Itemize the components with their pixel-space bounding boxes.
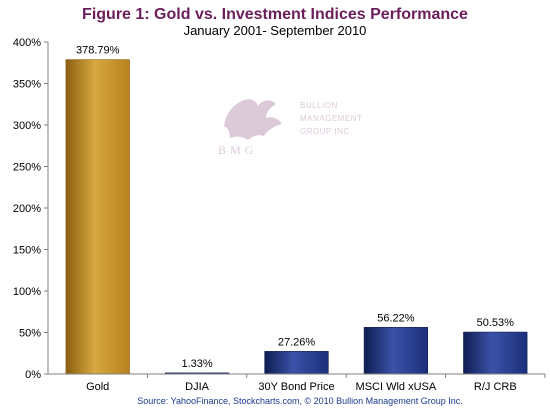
chart-title: Figure 1: Gold vs. Investment Indices Pe… (82, 6, 468, 23)
watermark-logo: BMG BULLION MANAGEMENT GROUP INC. (218, 99, 362, 157)
y-tick-label: 100% (13, 286, 41, 298)
y-tick-label: 350% (13, 79, 41, 91)
watermark-line-1: BULLION (300, 101, 338, 110)
y-tick-label: 200% (13, 203, 41, 215)
chart-subtitle: January 2001- September 2010 (184, 23, 367, 38)
watermark-line-2: MANAGEMENT (300, 114, 362, 123)
x-tick-label: MSCI Wld xUSA (356, 381, 437, 393)
x-axis: Gold DJIA 30Y Bond Price MSCI Wld xUSA R/J C… (48, 373, 546, 393)
x-tick-label: 30Y Bond Price (258, 381, 334, 393)
bar-gold (65, 59, 130, 375)
bar-30y-bond-price (264, 351, 329, 375)
x-tick-label: R/J CRB (474, 381, 517, 393)
y-tick-label: 400% (13, 37, 41, 49)
y-tick-label: 50% (19, 328, 41, 340)
data-label: 378.79% (76, 45, 120, 57)
data-labels: 378.79% 1.33% 27.26% 56.22% 50.53% (76, 45, 514, 370)
x-tick-label: Gold (86, 381, 109, 393)
watermark-monogram: BMG (218, 143, 257, 157)
data-label: 27.26% (278, 336, 316, 348)
y-tick-label: 150% (13, 245, 41, 257)
data-label: 56.22% (377, 312, 415, 324)
bar-r-j-crb (463, 331, 528, 375)
y-tick-label: 0% (25, 369, 41, 381)
y-tick-label: 250% (13, 162, 41, 174)
data-label: 1.33% (181, 358, 212, 370)
y-axis: 0% 50% 100% 150% 200% 250% 300% 350% 400% (13, 37, 49, 381)
bars (65, 59, 528, 375)
bar-msci-wld-xusa (363, 327, 429, 375)
y-tick-label: 300% (13, 120, 41, 132)
watermark-line-3: GROUP INC. (300, 127, 352, 136)
x-tick-label: DJIA (185, 381, 210, 393)
griffin-icon (224, 99, 282, 140)
source-note: Source: YahooFinance, Stockcharts.com, ©… (137, 396, 462, 406)
data-label: 50.53% (477, 317, 515, 329)
